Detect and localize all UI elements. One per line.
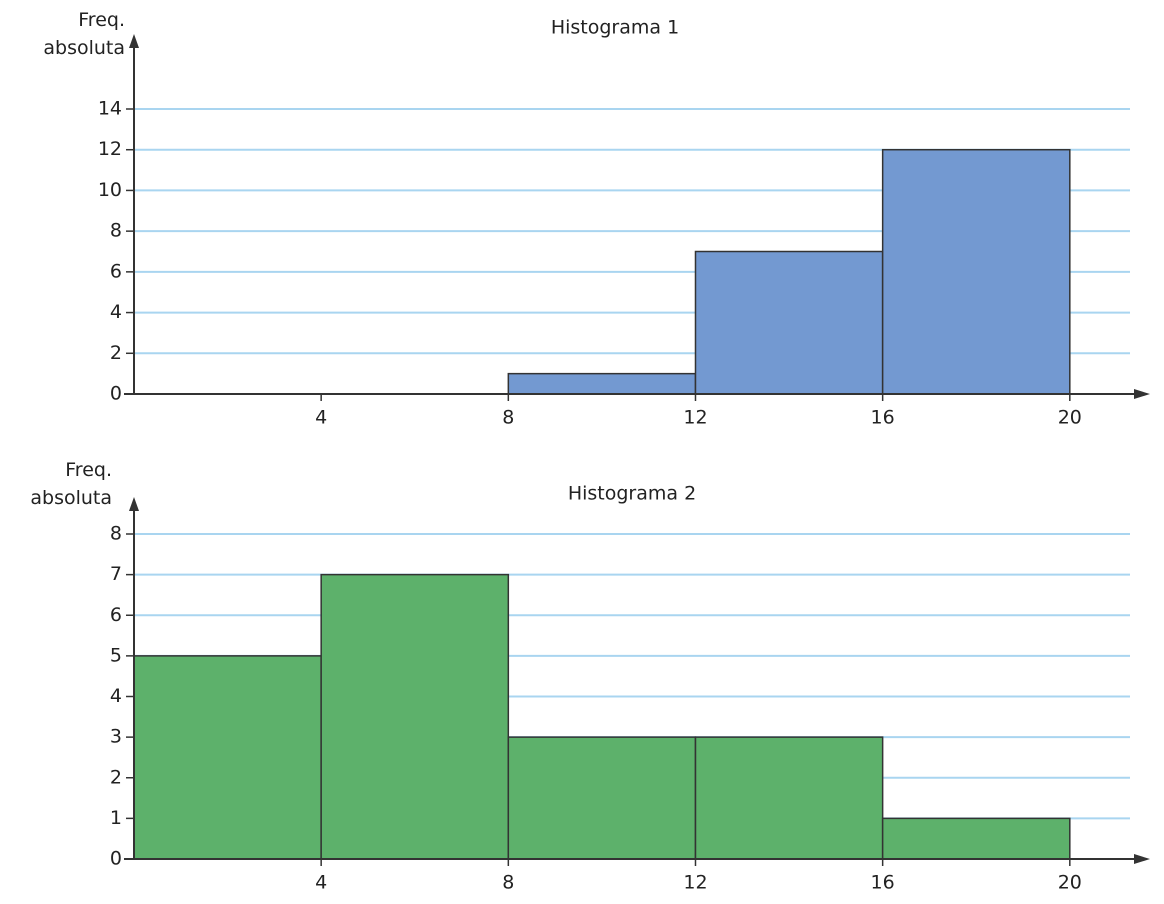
y-tick-label: 5 [110,644,122,666]
x-tick-label: 8 [502,872,514,894]
y-tick-label: 0 [110,383,122,405]
bar [507,372,697,395]
bar [133,655,322,860]
bar [694,736,884,860]
y-tick-label: 7 [110,563,122,585]
y-axis-arrow [129,34,139,48]
x-tick-label: 4 [315,872,327,894]
y-tick-label: 14 [98,98,122,120]
y-tick-label: 0 [110,848,122,870]
y-tick-label: 4 [110,685,122,707]
x-tick-label: 16 [871,407,895,429]
bar [881,148,1071,395]
y-tick-label: 2 [110,342,122,364]
y-tick-label: 3 [110,726,122,748]
y-axis-arrow [129,497,139,511]
y-tick-label: 10 [98,179,122,201]
y-tick-label: 6 [110,604,122,626]
x-tick-label: 20 [1058,407,1082,429]
y-tick-label: 4 [110,301,122,323]
bar [694,250,884,395]
bar [320,573,510,860]
x-tick-label: 20 [1058,872,1082,894]
y-tick-label: 12 [98,138,122,160]
y-tick-label: 6 [110,260,122,282]
x-tick-label: 16 [871,872,895,894]
chart-title: Histograma 1 [551,17,679,39]
y-axis-label: Freq. absoluta [43,9,125,59]
x-tick-label: 8 [502,407,514,429]
x-axis-arrow [1134,854,1150,864]
y-tick-label: 2 [110,766,122,788]
x-tick-label: 12 [683,872,707,894]
x-tick-label: 4 [315,407,327,429]
y-tick-label: 8 [110,220,122,242]
x-axis-arrow [1134,389,1150,399]
x-tick-label: 12 [683,407,707,429]
y-tick-label: 1 [110,807,122,829]
bar [507,736,697,860]
bar [881,817,1071,860]
y-tick-label: 8 [110,523,122,545]
chart-title: Histograma 2 [568,483,696,505]
y-axis-label: Freq. absoluta [30,459,112,509]
